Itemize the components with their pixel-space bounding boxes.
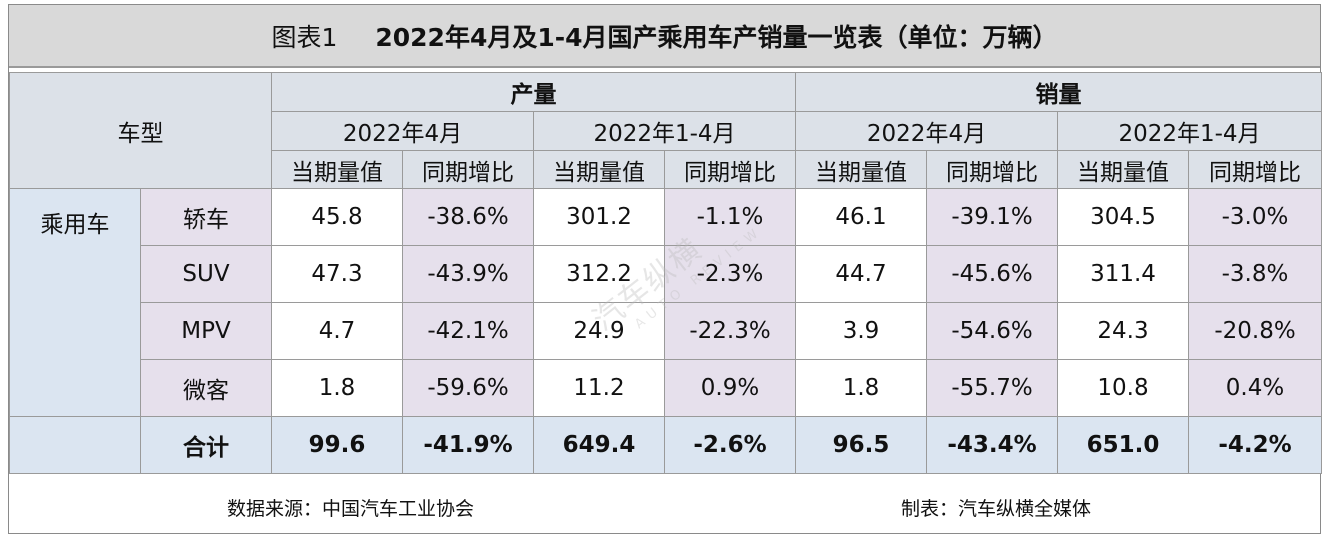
made-by: 制表：汽车纵横全媒体 [901, 498, 1092, 520]
cell-yoy: -3.8% [1188, 245, 1322, 303]
cell-yoy: -55.7% [926, 359, 1058, 417]
cell-yoy: -42.1% [402, 302, 534, 360]
row-label: 微客 [140, 359, 272, 417]
cell-value: 312.2 [533, 245, 665, 303]
row-label: MPV [140, 302, 272, 360]
cell-value: 45.8 [271, 188, 403, 246]
cell-yoy: -22.3% [664, 302, 796, 360]
cell-value: 24.3 [1057, 302, 1189, 360]
total-value: 649.4 [533, 416, 665, 474]
report-frame: 图表1 2022年4月及1-4月国产乘用车产销量一览表（单位：万辆） 车型 产量… [8, 4, 1322, 534]
cell-yoy: -45.6% [926, 245, 1058, 303]
total-yoy: -43.4% [926, 416, 1058, 474]
cell-yoy: -20.8% [1188, 302, 1322, 360]
table-row: SUV 47.3 -43.9% 312.2 -2.3% 44.7 -45.6% … [10, 245, 1322, 303]
cell-value: 3.9 [795, 302, 927, 360]
cell-value: 24.9 [533, 302, 665, 360]
total-yoy: -2.6% [664, 416, 796, 474]
cell-yoy: -54.6% [926, 302, 1058, 360]
data-source: 数据来源：中国汽车工业协会 [227, 498, 475, 520]
data-table: 车型 产量 销量 2022年4月 2022年1-4月 2022年4月 2022年… [9, 72, 1322, 474]
total-value: 99.6 [271, 416, 403, 474]
cell-value: 4.7 [271, 302, 403, 360]
cell-yoy: 0.4% [1188, 359, 1322, 417]
total-value: 651.0 [1057, 416, 1189, 474]
header-prod-ytd: 2022年1-4月 [533, 111, 796, 151]
header-production: 产量 [271, 72, 796, 112]
total-label: 合计 [140, 416, 272, 474]
header-current-value: 当期量值 [271, 150, 403, 189]
header-yoy: 同期增比 [926, 150, 1058, 189]
cell-yoy: -39.1% [926, 188, 1058, 246]
header-sales-apr: 2022年4月 [795, 111, 1058, 151]
figure-label: 图表1 [271, 22, 338, 52]
header-sales: 销量 [795, 72, 1322, 112]
cell-yoy: -3.0% [1188, 188, 1322, 246]
cell-value: 301.2 [533, 188, 665, 246]
table-row: MPV 4.7 -42.1% 24.9 -22.3% 3.9 -54.6% 24… [10, 302, 1322, 360]
header-current-value: 当期量值 [533, 150, 665, 189]
table-row: 乘用车 轿车 45.8 -38.6% 301.2 -1.1% 46.1 -39.… [9, 188, 1322, 417]
cell-yoy: -2.3% [664, 245, 796, 303]
total-yoy: -41.9% [402, 416, 534, 474]
total-yoy: -4.2% [1188, 416, 1322, 474]
header-yoy: 同期增比 [1188, 150, 1322, 189]
total-value: 96.5 [795, 416, 927, 474]
row-label: SUV [140, 245, 272, 303]
cell-value: 311.4 [1057, 245, 1189, 303]
cell-value: 1.8 [271, 359, 403, 417]
total-category-cell [9, 416, 141, 474]
header-model-type: 车型 [9, 72, 272, 189]
header-yoy: 同期增比 [402, 150, 534, 189]
cell-yoy: -38.6% [402, 188, 534, 246]
header-current-value: 当期量值 [795, 150, 927, 189]
row-label: 轿车 [140, 188, 272, 246]
table-row: 微客 1.8 -59.6% 11.2 0.9% 1.8 -55.7% 10.8 … [10, 359, 1322, 417]
cell-value: 304.5 [1057, 188, 1189, 246]
cell-value: 1.8 [795, 359, 927, 417]
cell-value: 47.3 [271, 245, 403, 303]
cell-value: 44.7 [795, 245, 927, 303]
header-sales-ytd: 2022年1-4月 [1057, 111, 1322, 151]
table-footer: 数据来源：中国汽车工业协会 制表：汽车纵横全媒体 [9, 480, 1320, 533]
total-row: 合计 99.6 -41.9% 649.4 -2.6% 96.5 -43.4% 6… [9, 416, 1322, 474]
header-prod-apr: 2022年4月 [271, 111, 534, 151]
cell-value: 46.1 [795, 188, 927, 246]
cell-value: 11.2 [533, 359, 665, 417]
header-yoy: 同期增比 [664, 150, 796, 189]
cell-yoy: -1.1% [664, 188, 796, 246]
header-current-value: 当期量值 [1057, 150, 1189, 189]
table-title: 图表1 2022年4月及1-4月国产乘用车产销量一览表（单位：万辆） [9, 5, 1320, 68]
cell-yoy: -59.6% [402, 359, 534, 417]
title-text: 2022年4月及1-4月国产乘用车产销量一览表（单位：万辆） [375, 22, 1058, 52]
category-cell: 乘用车 [9, 188, 141, 417]
cell-yoy: -43.9% [402, 245, 534, 303]
cell-value: 10.8 [1057, 359, 1189, 417]
cell-yoy: 0.9% [664, 359, 796, 417]
